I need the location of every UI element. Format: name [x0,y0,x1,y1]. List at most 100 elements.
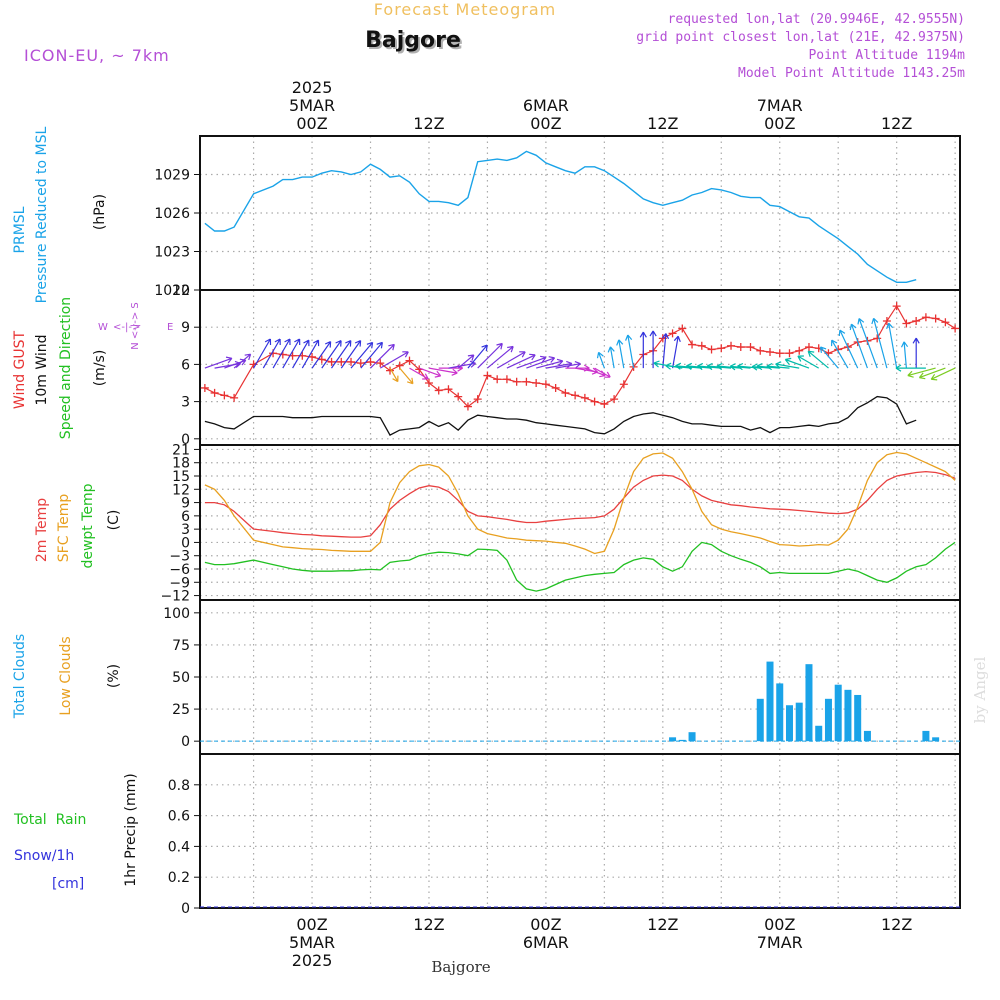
wind-direction-arrow [775,361,800,369]
wind-direction-arrow [900,341,909,369]
wind-direction-arrow [292,339,310,369]
gust-point [931,314,940,323]
wind-direction-arrow [311,341,332,369]
wind-direction-arrow [477,342,503,369]
gust-point [561,388,570,397]
wind-direction-arrow [350,341,374,369]
gust-point [230,393,239,402]
gust-point [902,319,911,328]
gust-point [522,377,531,386]
top-time-label: 00Z [296,114,327,133]
gust-point [220,391,229,400]
gust-point [386,366,394,375]
wind-direction-arrow [661,333,670,369]
gust-point [804,343,813,352]
total-cloud-bar [756,698,764,742]
wind-direction-arrow [607,346,615,369]
gust-point [366,357,375,366]
panel-frame-precipitation [199,753,961,909]
gust-point [785,349,794,358]
requested-coords: requested lon,lat (20.9946E, 42.9555N) [668,12,965,27]
top-time-label: 2025 [292,78,333,97]
gust-point [405,356,414,365]
gust-point [941,318,950,327]
wind-unit: (m/s) [92,350,108,387]
gust-point [736,343,745,352]
gust-point [571,391,580,400]
wind-direction-arrow [907,367,936,378]
wind-direction-arrow [737,362,761,371]
ytick-label: 12 [172,283,190,299]
bottom-time-label: 00Z [530,915,561,934]
gust-point [327,357,336,366]
gust-point [317,355,326,364]
top-time-label: 12Z [413,114,444,133]
gust-point [210,388,219,397]
wind-direction-arrow [895,364,926,372]
gust-point [376,359,385,368]
gust-point [717,344,726,353]
total-cloud-bar [795,702,803,742]
rain-label: Total Rain [13,812,86,828]
gust-point [873,334,882,343]
wind-direction-arrow [912,337,920,369]
gust-point [424,379,433,387]
top-time-label: 12Z [881,114,912,133]
wind-direction-arrow [331,340,352,369]
gust-point [532,379,541,387]
gust-point [444,385,453,394]
total-cloud-bar [776,683,784,742]
wind-dir-label: Speed and Direction [58,297,74,439]
wind-direction-arrow [418,367,442,378]
wind-direction-arrow [838,329,859,369]
ytick-label: −12 [160,589,190,605]
gust-point [707,345,716,354]
gust-point [668,329,677,338]
gust-point [766,348,774,356]
bottom-time-label: 12Z [881,915,912,934]
bottom-time-label: 00Z [764,915,795,934]
wind-direction-arrow [379,351,409,369]
low-clouds-label: Low Clouds [58,636,74,715]
total-cloud-bar [766,661,774,742]
wind-direction-arrow [918,367,946,380]
ytick-label: 6 [181,509,190,525]
wind-direction-arrow [849,323,868,369]
total-cloud-bar [678,739,686,742]
wind-direction-arrow [340,340,362,369]
snow-unit-label: [cm] [52,876,84,892]
wind-direction-arrow [262,338,281,369]
top-time-label: 00Z [764,114,795,133]
wind-direction-arrow [639,331,647,369]
gust-point [493,375,502,384]
total-cloud-bar [854,694,862,742]
ytick-label: 6 [181,357,190,373]
point-altitude: Point Altitude 1194m [808,48,965,63]
wind10m-series-line [204,395,917,436]
dewpt-label: dewpt Temp [80,483,96,568]
total-cloud-bar [844,689,852,742]
wind-10m-label: 10m Wind [34,334,50,405]
wind-direction-arrow [428,367,458,376]
wind-gust-label: Wind GUST [12,330,28,409]
top-time-label: 12Z [647,114,678,133]
wind-direction-arrow [729,363,751,371]
compass-vertical: N <-|-> S [130,302,141,350]
wind-direction-arrow [672,335,681,369]
ytick-label: 0 [181,734,190,750]
pressure-ylabels: PRMSL Pressure Reduced to MSL (hPa) [12,126,108,303]
model-point-altitude: Model Point Altitude 1143.25m [738,66,965,81]
gust-point [551,383,560,392]
wind-direction-arrow [930,367,956,381]
gust-point [541,380,550,389]
wind-direction-arrow [467,344,488,369]
cloud-ylabels: Total Clouds Low Clouds (%) [12,634,122,719]
watermark: by Angel [971,656,989,723]
wind-direction-arrow [807,350,829,369]
ytick-label: 75 [172,638,190,654]
wind-direction-arrow [555,361,581,369]
station-title: Bajgore [365,28,461,53]
wind-direction-arrow [596,351,605,369]
gust-series-line [204,304,956,408]
